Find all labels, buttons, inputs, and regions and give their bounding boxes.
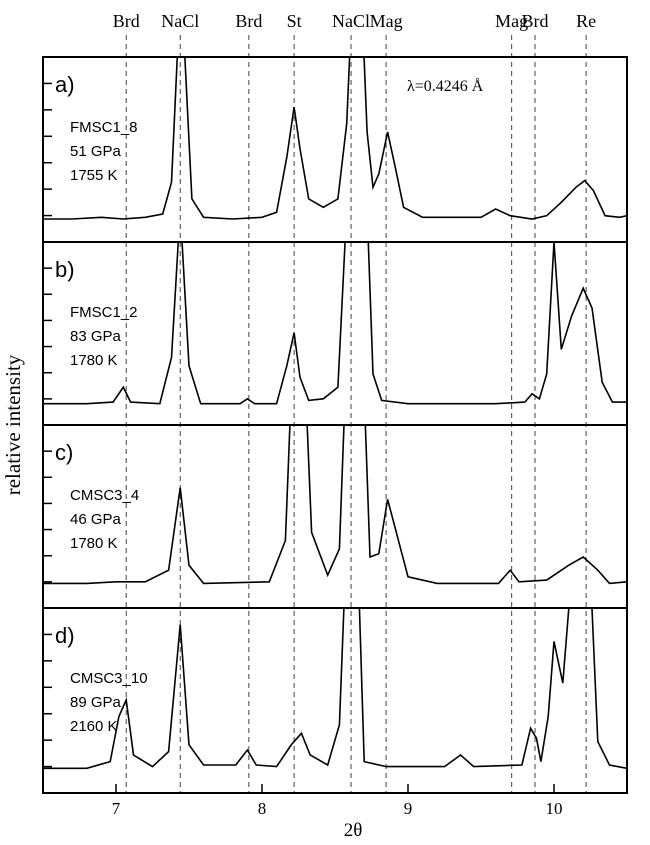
x-tick-label-1: 8 xyxy=(258,799,267,818)
panel-1-tag: b) xyxy=(55,257,75,282)
reference-label-3: St xyxy=(287,11,302,31)
panel-2-label-2: 1780 K xyxy=(70,535,118,552)
x-tick-label-3: 10 xyxy=(546,799,563,818)
panel-3-label-1: 89 GPa xyxy=(70,694,122,711)
x-axis-label: 2θ xyxy=(344,820,363,841)
panel-2-spectrum xyxy=(43,425,627,585)
panel-2-label-1: 46 GPa xyxy=(70,511,122,528)
panel-2: c) CMSC3_4 46 GPa 1780 K xyxy=(42,424,628,609)
panel-3-label-0: CMSC3_10 xyxy=(70,670,148,687)
panels: a) FMSC1_8 51 GPa 1755 K b) FMSC1_2 83 GPa 1780… xyxy=(42,56,628,794)
panel-1-spectrum xyxy=(43,242,627,405)
panel-0-label-2: 1755 K xyxy=(70,167,118,184)
panel-1-label-2: 1780 K xyxy=(70,352,118,369)
panel-0: a) FMSC1_8 51 GPa 1755 K xyxy=(42,56,628,243)
reference-label-6: Mag xyxy=(495,11,528,31)
panel-3: d) CMSC3_10 89 GPa 2160 K xyxy=(42,607,628,794)
panel-0-label-1: 51 GPa xyxy=(70,143,122,160)
reference-label-0: Brd xyxy=(113,11,140,31)
panel-2-tag: c) xyxy=(55,440,73,465)
reference-label-1: NaCl xyxy=(161,11,199,31)
panel-0-label-0: FMSC1_8 xyxy=(70,119,138,136)
panel-1-label-1: 83 GPa xyxy=(70,328,122,345)
panel-3-label-2: 2160 K xyxy=(70,718,118,735)
x-tick-label-2: 9 xyxy=(404,799,413,818)
panel-frame-0 xyxy=(42,56,628,243)
panel-3-spectrum xyxy=(43,608,627,770)
panel-frame-3 xyxy=(42,607,628,794)
y-axis-label: relative intensity xyxy=(1,354,25,495)
reference-label-8: Re xyxy=(576,11,596,31)
reference-label-4: NaCl xyxy=(332,11,370,31)
reference-label-5: Mag xyxy=(370,11,403,31)
reference-label-7: Brd xyxy=(522,11,549,31)
panel-0-spectrum xyxy=(43,57,627,220)
panel-0-tag: a) xyxy=(55,72,75,97)
x-axis: 7 8 9 10 xyxy=(112,784,563,818)
panel-3-tag: d) xyxy=(55,623,75,648)
x-tick-label-0: 7 xyxy=(112,799,121,818)
panel-1: b) FMSC1_2 83 GPa 1780 K xyxy=(42,241,628,426)
wavelength-label: λ=0.4246 Å xyxy=(407,77,484,95)
panel-2-label-0: CMSC3_4 xyxy=(70,487,139,504)
reference-lines xyxy=(125,35,587,793)
panel-1-label-0: FMSC1_2 xyxy=(70,304,138,321)
reference-label-2: Brd xyxy=(235,11,262,31)
